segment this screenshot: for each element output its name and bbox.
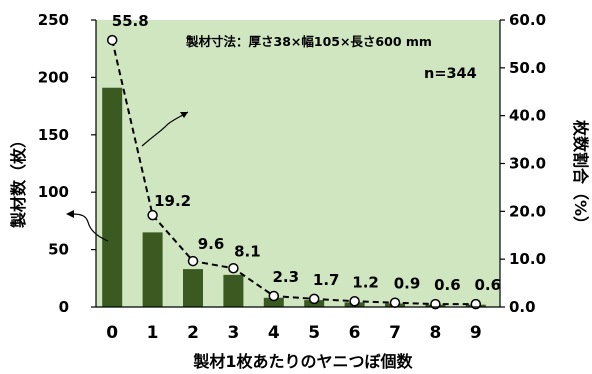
bar — [142, 232, 163, 307]
right-tick-label: 10.0 — [509, 250, 546, 268]
left-tick-label: 200 — [38, 68, 69, 86]
data-label: 19.2 — [154, 192, 191, 210]
line-point — [187, 255, 199, 267]
left-tick-label: 250 — [38, 11, 69, 29]
left-tick-label: 0 — [59, 298, 69, 316]
bar — [223, 274, 244, 307]
line-point — [106, 34, 118, 46]
line-point — [228, 263, 239, 274]
data-label: 0.6 — [434, 276, 461, 294]
right-axis: 0.0 10.0 20.0 30.0 40.0 50.0 60.0 — [499, 11, 546, 316]
x-tick-label: 5 — [308, 323, 320, 343]
line-point — [268, 290, 280, 302]
x-tick-label: 8 — [429, 323, 441, 343]
data-label-group: 55.8 19.2 9.6 8.1 2.3 1.7 1.2 0.9 0.6 0.6 — [112, 12, 501, 294]
x-axis: 0 1 2 3 4 5 6 7 8 9 — [96, 306, 500, 343]
right-tick-label: 50.0 — [509, 59, 546, 77]
left-tick-label: 50 — [48, 241, 69, 259]
x-tick-label: 6 — [349, 323, 361, 343]
data-label: 0.6 — [475, 276, 502, 294]
right-tick-label: 30.0 — [509, 155, 546, 173]
left-axis: 0 50 100 150 200 250 — [38, 11, 97, 316]
arrow-to-bars — [71, 213, 109, 242]
left-axis-label: 製材数（枚） — [9, 132, 28, 229]
right-tick-label: 60.0 — [509, 11, 546, 29]
arrow-to-line-head — [180, 112, 188, 118]
x-axis-label: 製材1枚あたりのヤニつぼ個数 — [192, 352, 413, 371]
right-tick-label: 40.0 — [509, 107, 546, 125]
sample-size-annotation: n=344 — [424, 66, 477, 82]
right-tick-label: 20.0 — [509, 202, 546, 220]
data-label: 1.2 — [352, 273, 379, 291]
arrow-to-bars-head — [66, 210, 74, 218]
right-tick-label: 0.0 — [509, 298, 536, 316]
data-label: 55.8 — [112, 12, 149, 30]
data-label: 0.9 — [394, 275, 421, 293]
bar — [263, 297, 284, 307]
x-tick-label: 0 — [106, 323, 118, 343]
bar — [183, 269, 203, 307]
line-point — [430, 298, 441, 310]
percentage-line — [111, 39, 476, 306]
x-tick-label: 9 — [470, 323, 482, 343]
x-tick-label: 4 — [268, 323, 280, 343]
line-point — [349, 296, 360, 307]
x-tick-label: 7 — [389, 323, 401, 343]
line-point — [389, 297, 401, 308]
line-point — [470, 298, 482, 310]
bar — [102, 87, 123, 308]
x-tick-label: 2 — [187, 323, 199, 343]
point-group — [106, 34, 482, 310]
data-label: 2.3 — [273, 268, 300, 286]
x-tick-label: 1 — [147, 323, 159, 343]
data-label: 1.7 — [313, 271, 340, 289]
plot-area — [96, 20, 500, 307]
line-point — [147, 209, 158, 221]
x-tick-label: 3 — [227, 323, 239, 343]
data-label: 9.6 — [198, 235, 225, 253]
data-label: 8.1 — [234, 242, 261, 260]
left-tick-label: 150 — [38, 126, 69, 144]
line-point — [308, 293, 320, 305]
size-annotation: 製材寸法：厚さ38×幅105×長さ600 mm — [185, 34, 432, 49]
right-axis-label: 枚数割合（%） — [571, 120, 590, 232]
left-tick-label: 100 — [38, 183, 69, 201]
